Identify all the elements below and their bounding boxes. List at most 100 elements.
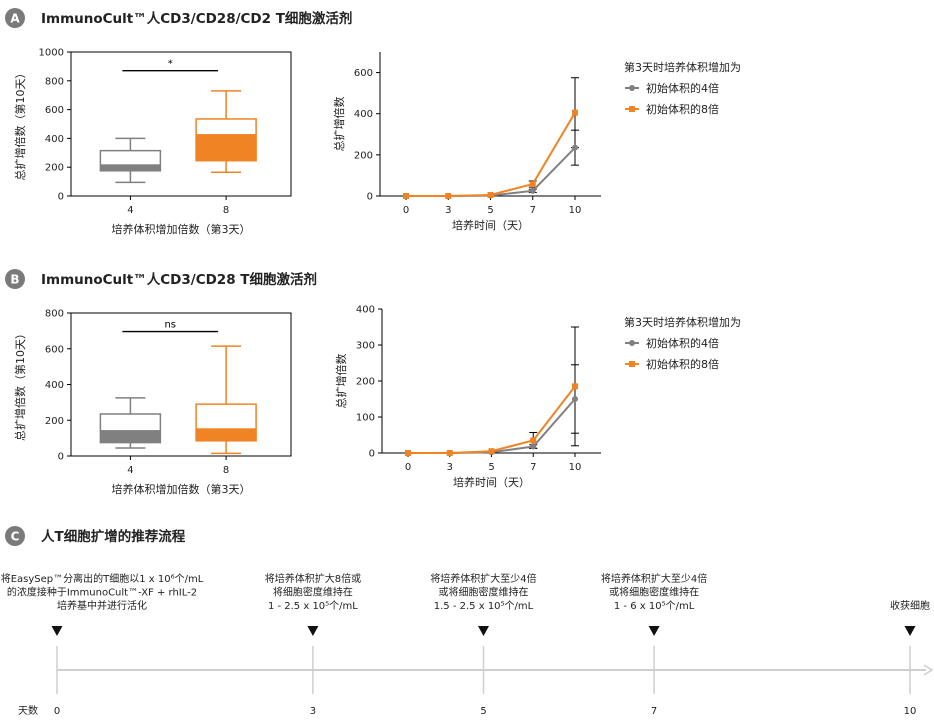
box-outline	[99, 149, 162, 172]
x-tick-label: 4	[127, 465, 133, 476]
x-tick-label: 3	[445, 205, 451, 216]
y-tick-label: 200	[356, 377, 375, 388]
chart-a-boxplot: 0 200 400 600 800 1000 4 8 * 培养体积增加倍数（第3天） 总扩增倍数（第…	[13, 48, 292, 236]
x-tick-label: 10	[569, 205, 582, 216]
plot-frame	[70, 51, 292, 197]
y-tick-label: 100	[356, 413, 375, 424]
timeline-marker-icon	[904, 626, 916, 636]
x-tick-label: 8	[223, 205, 229, 216]
series-point	[488, 448, 495, 455]
series-point	[403, 193, 409, 199]
timeline-step-text: 培养基中并进行活化	[57, 599, 147, 612]
series-point	[572, 144, 578, 151]
x-tick-label: 3	[447, 462, 453, 473]
box-lower-fill	[100, 430, 161, 443]
y-tick-label: 0	[369, 449, 375, 460]
chart-b-boxplot: 0 200 400 600 800 4 8 ns 培养体积增加倍数（第3天） 总扩增倍数（第10天…	[13, 309, 292, 496]
series-line	[408, 398, 576, 454]
timeline-step-text: 将培养体积扩大8倍或	[265, 572, 361, 585]
timeline-marker-icon	[51, 626, 63, 636]
x-tick-label: 5	[488, 462, 494, 473]
timeline-step-text: 1 - 2.5 x 10⁵个/mL	[268, 600, 358, 612]
legend-label: 初始体积的8倍	[646, 357, 719, 371]
timeline-step-text: 将培养体积扩大至少4倍	[430, 572, 536, 585]
box-outline	[195, 403, 257, 442]
timeline-marker-icon	[478, 626, 489, 636]
legend-label: 初始体积的4倍	[646, 336, 719, 350]
y-tick-label: 600	[45, 344, 64, 355]
y-tick-label: 200	[354, 150, 373, 161]
x-tick-label: 10	[569, 462, 582, 473]
y-tick-label: 200	[45, 416, 64, 427]
timeline-day-label: 天数	[18, 704, 38, 717]
x-axis-label: 培养体积增加倍数（第3天）	[112, 482, 251, 496]
chart-a-linechart: 0 200 400 600 0 3 5 7 10 培养时间（天） 总扩增倍数 第3天时培养体积增加为初…	[332, 52, 741, 232]
timeline-step-text: 的浓度接种于ImmunoCult™-XF + rhIL-2	[7, 586, 197, 599]
timeline-step-text: 或将细胞密度维持在	[609, 586, 699, 599]
series-point	[530, 437, 537, 444]
y-tick-label: 600	[45, 105, 64, 116]
panel-c-badge	[5, 526, 25, 546]
y-tick-label: 1000	[39, 48, 64, 59]
timeline-day-value: 10	[904, 706, 917, 717]
x-tick-label: 8	[223, 465, 229, 476]
legend-marker	[629, 106, 635, 112]
y-tick-label: 800	[45, 76, 64, 87]
x-tick-label: 7	[530, 205, 536, 216]
significance-label: ns	[164, 320, 176, 331]
timeline-step-text: 收获细胞	[890, 599, 930, 612]
timeline-step-text: 将细胞密度维持在	[273, 586, 353, 599]
y-tick-label: 200	[45, 163, 64, 174]
panel-a-badge	[5, 8, 25, 28]
series-point	[405, 450, 411, 456]
chart-b-linechart: 0 100 200 300 400 0 3 5 7 10 培养时间（天） 总扩增倍数 第3天时培养体积增…	[334, 305, 741, 490]
protocol-timeline: 天数 0 将EasySep™分离出的T细胞以1 x 10⁶个/mL的浓度接种于Imm…	[1, 572, 934, 717]
timeline-step-text: 将EasySep™分离出的T细胞以1 x 10⁶个/mL	[1, 572, 204, 585]
y-tick-label: 400	[354, 109, 373, 120]
timeline-marker-icon	[648, 626, 660, 636]
y-tick-label: 400	[45, 380, 64, 391]
y-tick-label: 400	[45, 134, 64, 145]
legend-title: 第3天时培养体积增加为	[624, 60, 741, 74]
x-tick-label: 4	[127, 205, 133, 216]
series-line	[406, 112, 576, 197]
series-point	[572, 383, 578, 390]
y-tick-label: 600	[354, 68, 373, 79]
y-axis-label: 总扩增倍数	[332, 97, 346, 152]
timeline-arrow-icon	[923, 664, 934, 676]
x-axis-label: 培养体积增加倍数（第3天）	[112, 222, 251, 236]
series-point	[446, 450, 453, 456]
timeline-marker-icon	[307, 626, 319, 636]
panel-b-badge	[5, 269, 25, 289]
x-axis-label: 培养时间（天）	[452, 218, 529, 232]
y-tick-label: 400	[356, 305, 375, 316]
series-point	[572, 109, 578, 116]
series-point	[529, 181, 536, 188]
legend-marker	[629, 340, 635, 346]
box-lower-fill	[196, 428, 257, 441]
legend-title: 第3天时培养体积增加为	[624, 315, 741, 329]
y-tick-label: 800	[45, 309, 64, 320]
timeline-day-value: 5	[480, 706, 486, 717]
series-line	[408, 385, 576, 454]
legend-marker	[629, 85, 635, 91]
y-axis-label: 总扩增倍数（第10天）	[13, 328, 27, 441]
series-point	[445, 193, 452, 199]
y-tick-label: 0	[58, 452, 64, 463]
panel-c-title: 人T细胞扩增的推荐流程	[41, 528, 186, 545]
timeline-step-text: 将培养体积扩大至少4倍	[601, 572, 707, 585]
x-tick-label: 7	[530, 462, 536, 473]
legend-marker	[629, 361, 635, 367]
box-lower-fill	[100, 164, 161, 171]
x-axis-label: 培养时间（天）	[453, 475, 530, 489]
timeline-day-value: 0	[54, 706, 60, 717]
x-tick-label: 0	[403, 205, 409, 216]
timeline-step-text: 1.5 - 2.5 x 10⁵个/mL	[434, 600, 534, 612]
x-tick-label: 5	[487, 205, 493, 216]
panel-c-header: C 人T细胞扩增的推荐流程	[5, 526, 186, 546]
legend-label: 初始体积的4倍	[646, 81, 719, 95]
timeline-step-text: 或将细胞密度维持在	[439, 586, 529, 599]
panel-b-title: ImmunoCult™人CD3/CD28 T细胞激活剂	[41, 271, 317, 288]
panel-a-badge-label: A	[10, 12, 20, 26]
